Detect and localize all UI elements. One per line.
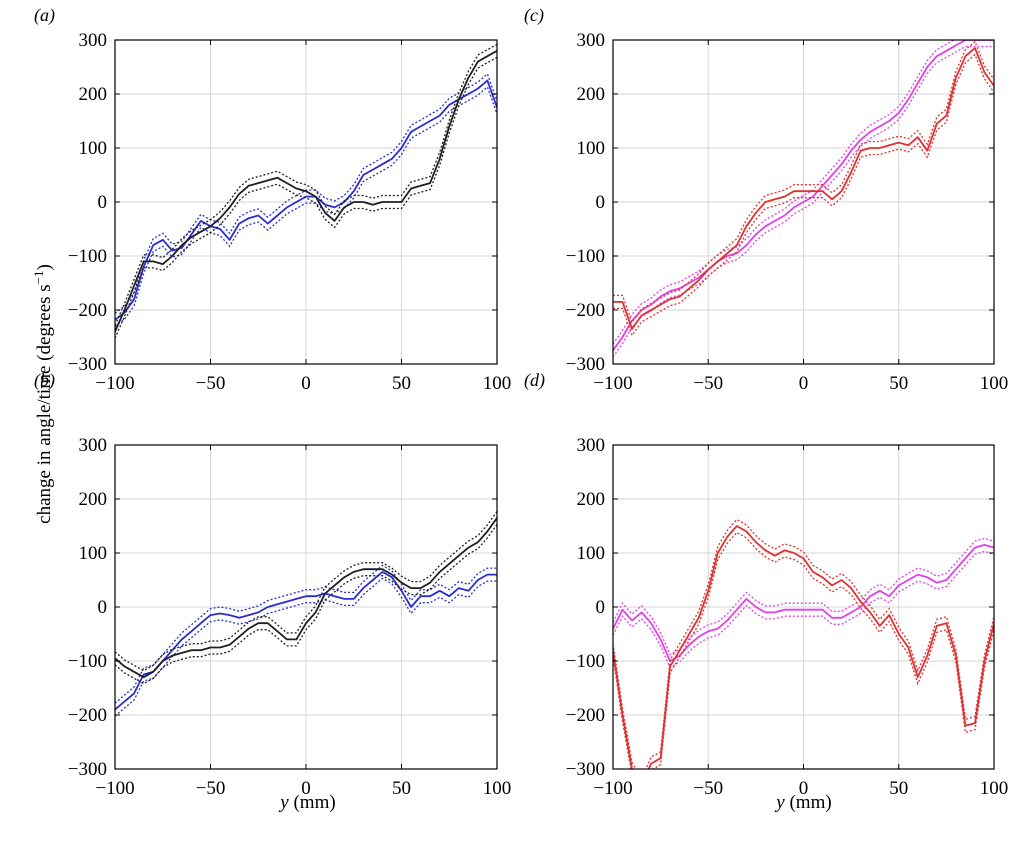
y-tick-label: 200: [79, 84, 108, 105]
panel-label: (d): [524, 370, 545, 391]
series-group: [115, 43, 497, 339]
y-tick-label: 100: [577, 138, 606, 159]
series-group: [115, 511, 497, 717]
x-axis-label-right: y (mm): [774, 792, 831, 813]
x-tick-label: 0: [301, 373, 311, 394]
x-tick-label: −100: [593, 373, 632, 394]
y-tick-label: −100: [68, 246, 107, 267]
series-black-upper-bound: [115, 511, 497, 672]
y-tick-label: 100: [577, 543, 606, 564]
series-magenta-lower-bound: [613, 45, 994, 358]
series-group: [613, 40, 994, 358]
y-tick-label: 0: [98, 597, 108, 618]
x-axis-label-var: y: [774, 792, 785, 813]
series-magenta-line: [613, 40, 994, 352]
series-black-line: [115, 517, 497, 679]
x-tick-label: 100: [980, 373, 1009, 394]
series-magenta-upper-bound: [613, 40, 956, 345]
y-tick-label: −300: [566, 759, 605, 780]
x-tick-label: 0: [799, 778, 809, 799]
y-tick-label: 0: [596, 597, 606, 618]
y-axis-label: change in angle/time (degrees s−1): [31, 264, 55, 524]
y-tick-label: 200: [577, 84, 606, 105]
series-red-line: [613, 525, 994, 769]
series-black-upper-bound: [115, 43, 497, 326]
y-tick-label: 200: [577, 489, 606, 510]
x-tick-label: −50: [693, 373, 723, 394]
panel-d: (d) −100 −50 0 50 100 −300 −200 −100 0 100 200 300: [524, 370, 1008, 799]
x-axis-label-unit: (mm): [785, 792, 832, 813]
panel-label: (a): [34, 5, 55, 26]
y-tick-label: −300: [566, 354, 605, 375]
y-tick-label: 300: [577, 30, 606, 51]
panel-label: (c): [524, 5, 544, 26]
x-tick-label: 100: [483, 373, 512, 394]
panel-a: (a) −100 −50 0 50 100 −300 −200 −100 0 100 200 300: [34, 5, 511, 394]
series-group: [613, 518, 994, 769]
y-tick-label: 200: [79, 489, 108, 510]
y-tick-label: −300: [68, 759, 107, 780]
y-tick-label: 0: [596, 192, 606, 213]
x-tick-label: 100: [483, 778, 512, 799]
y-tick-label: −100: [566, 246, 605, 267]
series-blue-line: [115, 571, 497, 711]
y-tick-label: 300: [79, 30, 108, 51]
series-magenta-lower-bound: [613, 550, 994, 669]
y-tick-label: −200: [68, 300, 107, 321]
series-black-line: [115, 50, 497, 332]
y-tick-label: 100: [79, 138, 108, 159]
x-tick-label: 100: [980, 778, 1009, 799]
y-axis-label-main: change in angle/time (degrees s: [34, 284, 55, 524]
y-tick-label: −100: [68, 651, 107, 672]
y-tick-label: 300: [79, 435, 108, 456]
panel-c: (c) −100 −50 0 50 100 −300 −200 −100 0 100 200 300: [524, 5, 1008, 394]
y-tick-label: −200: [68, 705, 107, 726]
y-tick-label: 300: [577, 435, 606, 456]
x-tick-label: 0: [799, 373, 809, 394]
y-tick-label: 0: [98, 192, 108, 213]
panel-b: (b) −100 −50 0 50 100 −300 −200 −100 0 100 200 300: [34, 370, 511, 799]
y-tick-label: −200: [566, 705, 605, 726]
x-tick-label: 50: [889, 373, 908, 394]
x-tick-label: −50: [196, 778, 226, 799]
y-tick-label: −200: [566, 300, 605, 321]
panel-label: (b): [34, 370, 55, 391]
y-tick-label: 100: [79, 543, 108, 564]
x-tick-label: 50: [392, 778, 411, 799]
series-black-lower-bound: [115, 524, 497, 685]
x-tick-label: −50: [693, 778, 723, 799]
series-red-line: [613, 47, 994, 330]
x-tick-label: 50: [392, 373, 411, 394]
x-tick-label: −100: [95, 778, 134, 799]
y-tick-label: −100: [566, 651, 605, 672]
series-blue-lower-bound: [115, 577, 497, 717]
series-magenta-line: [613, 544, 994, 662]
x-axis-label-left: y (mm): [278, 792, 335, 813]
x-tick-label: 50: [889, 778, 908, 799]
y-axis-label-tail: ): [34, 264, 55, 270]
x-tick-label: 0: [301, 778, 311, 799]
series-blue-upper-bound: [115, 564, 497, 704]
x-axis-label-var: y: [278, 792, 289, 813]
y-tick-label: −300: [68, 354, 107, 375]
x-axis-label-unit: (mm): [289, 792, 336, 813]
x-tick-label: −50: [196, 373, 226, 394]
y-axis-label-sup: −1: [31, 270, 46, 284]
series-black-lower-bound: [115, 56, 497, 339]
series-magenta-upper-bound: [613, 537, 994, 656]
x-tick-label: −100: [593, 778, 632, 799]
x-tick-label: −100: [95, 373, 134, 394]
